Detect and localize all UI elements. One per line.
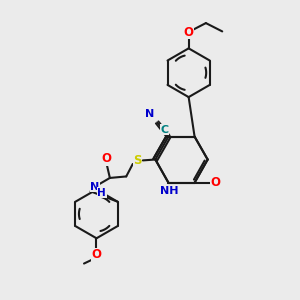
Text: O: O [184,26,194,39]
Text: C: C [160,125,168,135]
Text: O: O [210,176,220,189]
Text: N: N [145,110,154,119]
Text: O: O [101,152,111,165]
Text: N: N [90,182,100,192]
Text: S: S [133,154,142,167]
Text: H: H [98,188,106,198]
Text: O: O [92,248,101,261]
Text: NH: NH [160,186,178,196]
